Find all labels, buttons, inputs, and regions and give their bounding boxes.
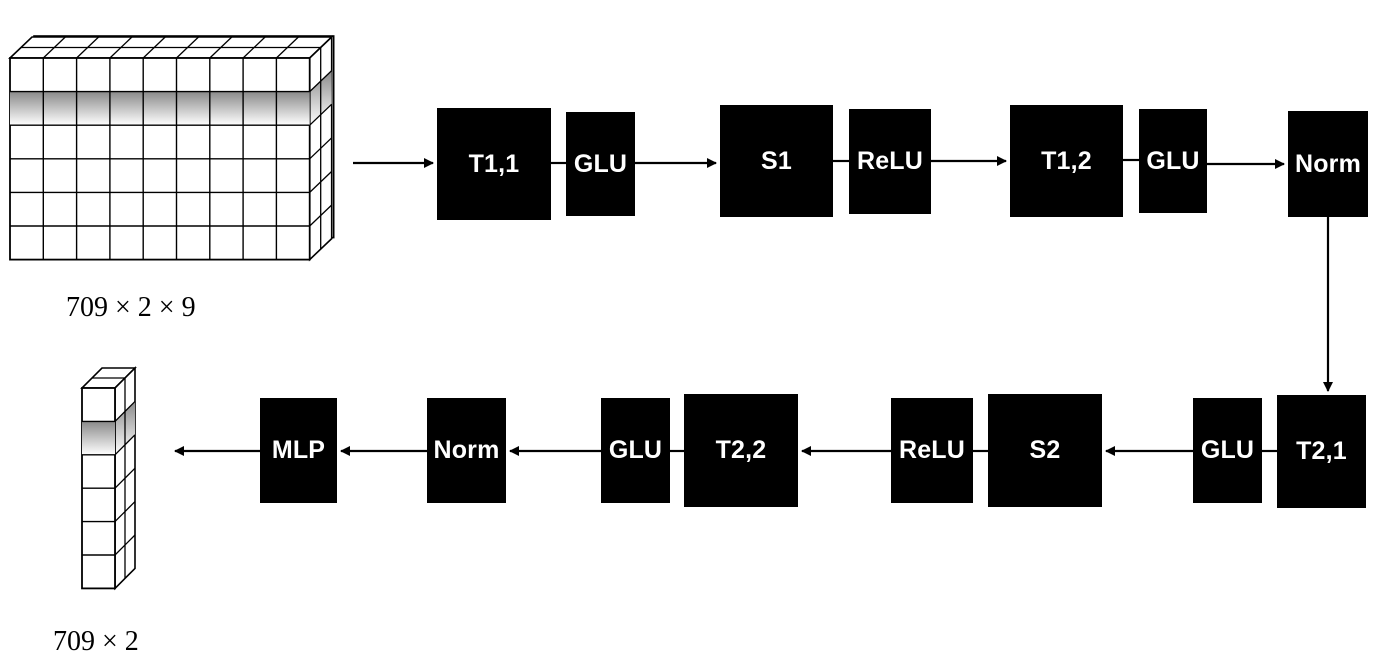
block-norm-2-label: Norm: [433, 436, 500, 464]
block-norm-2: Norm: [427, 398, 506, 503]
tensor-column-icon: [80, 366, 137, 591]
block-glu-1: GLU: [566, 112, 635, 216]
block-glu-3: GLU: [1193, 398, 1262, 503]
tensor-grid-icon: [8, 35, 335, 262]
block-t12-label: T1,2: [1041, 146, 1092, 175]
block-relu-1: ReLU: [849, 109, 931, 214]
output-dimension-label: 709 × 2: [53, 626, 139, 657]
block-s2: S2: [988, 394, 1102, 507]
block-t11: T1,1: [437, 108, 551, 220]
block-norm-1-label: Norm: [1294, 149, 1362, 178]
block-mlp: MLP: [260, 398, 337, 503]
block-s1: S1: [720, 105, 833, 217]
block-t21-label: T2,1: [1296, 437, 1347, 465]
block-glu-2-label: GLU: [1146, 146, 1200, 175]
block-s1-label: S1: [761, 146, 792, 175]
block-t22-label: T2,2: [715, 436, 767, 464]
block-glu-2: GLU: [1139, 109, 1207, 213]
input-dimension-label: 709 × 2 × 9: [66, 292, 196, 323]
block-t11-label: T1,1: [468, 149, 520, 178]
block-relu-2-label: ReLU: [898, 436, 966, 464]
block-glu-3-label: GLU: [1200, 436, 1255, 464]
block-relu-1-label: ReLU: [856, 147, 924, 175]
block-glu-1-label: GLU: [573, 149, 628, 178]
block-t22: T2,2: [684, 394, 798, 507]
block-mlp-label: MLP: [271, 436, 326, 464]
block-t12: T1,2: [1010, 105, 1123, 217]
block-relu-2: ReLU: [891, 398, 973, 503]
block-norm-1: Norm: [1288, 111, 1368, 217]
block-s2-label: S2: [1029, 436, 1061, 464]
block-glu-4-label: GLU: [608, 436, 663, 464]
block-t21: T2,1: [1277, 395, 1366, 508]
block-glu-4: GLU: [601, 398, 670, 503]
